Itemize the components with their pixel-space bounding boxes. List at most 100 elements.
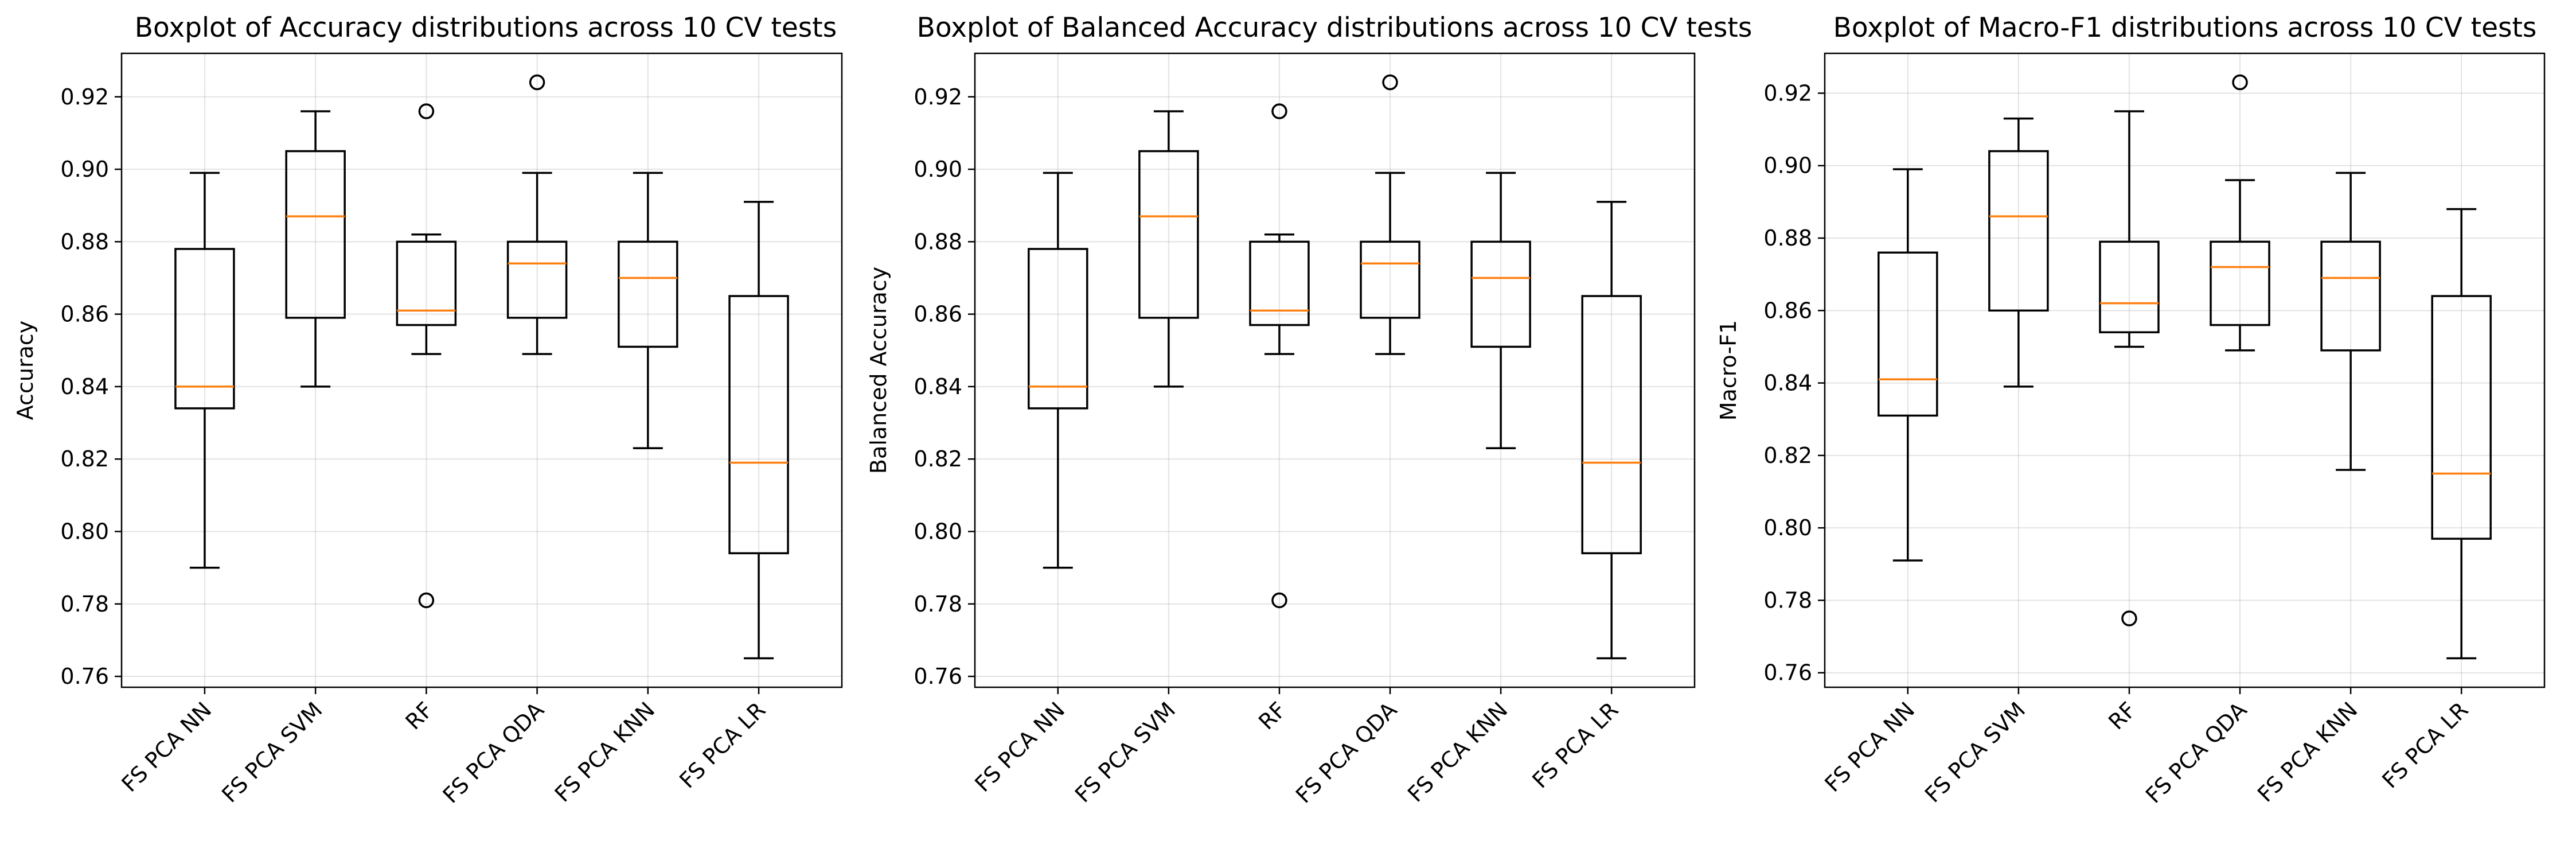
y-tick-label: 0.76: [914, 664, 962, 689]
iqr-box: [728, 295, 789, 555]
outlier-point: [2121, 610, 2137, 626]
box-fs-pca-svm: [1138, 110, 1199, 388]
chart-panel-1: Boxplot of Accuracy distributions across…: [13, 12, 843, 808]
y-tick-label: 0.90: [914, 157, 962, 182]
box-fs-pca-nn: [1878, 168, 1938, 562]
box-rf: [2099, 110, 2160, 626]
box-fs-pca-knn: [618, 172, 678, 450]
iqr-box: [2320, 240, 2381, 352]
y-tick-label: 0.90: [1763, 153, 1812, 178]
outlier-point: [529, 74, 545, 91]
plot-frame: [120, 52, 843, 688]
box-fs-pca-qda: [2210, 74, 2270, 352]
x-tick-label: FS PCA LR: [2377, 697, 2473, 793]
iqr-box: [618, 240, 678, 348]
plot-frame: [974, 52, 1696, 688]
y-tick-label: 0.82: [60, 446, 109, 472]
x-tick-label: RF: [2103, 697, 2141, 734]
y-tick-label: 0.92: [60, 84, 109, 110]
x-tick-label: FS PCA LR: [1527, 697, 1623, 793]
y-tick-label: 0.90: [60, 157, 109, 182]
iqr-box: [506, 240, 568, 319]
box-fs-pca-svm: [1988, 117, 2049, 388]
chart-title: Boxplot of Balanced Accuracy distributio…: [917, 12, 1753, 44]
iqr-box: [1028, 248, 1088, 410]
box-fs-pca-qda: [1360, 74, 1420, 355]
box-fs-pca-lr: [2431, 208, 2492, 660]
x-tick-label: FS PCA KNN: [2253, 697, 2362, 807]
iqr-box: [1360, 240, 1420, 319]
box-fs-pca-knn: [1470, 172, 1531, 450]
outlier-point: [418, 592, 435, 609]
y-tick-label: 0.88: [60, 229, 109, 254]
x-tick-label: RF: [1254, 697, 1291, 734]
x-tick-label: FS PCA QDA: [1291, 697, 1402, 808]
y-tick-label: 0.92: [1763, 80, 1812, 106]
y-tick-label: 0.92: [914, 84, 962, 110]
x-tick-label: FS PCA KNN: [550, 697, 659, 807]
y-tick-label: 0.86: [1763, 298, 1812, 323]
iqr-box: [1470, 240, 1531, 348]
y-tick-label: 0.76: [60, 664, 109, 689]
outlier-point: [2232, 74, 2248, 91]
iqr-box: [174, 248, 235, 410]
y-tick-label: 0.82: [1763, 443, 1812, 468]
iqr-box: [1581, 295, 1642, 555]
y-axis-label: Balanced Accuracy: [866, 267, 891, 474]
y-tick-label: 0.80: [914, 519, 962, 544]
y-tick-label: 0.78: [1763, 587, 1812, 613]
box-fs-pca-lr: [1581, 201, 1642, 660]
y-tick-label: 0.84: [1763, 371, 1812, 396]
box-fs-pca-nn: [1028, 172, 1088, 569]
x-tick-label: FS PCA SVM: [1070, 697, 1180, 807]
x-tick-label: FS PCA KNN: [1403, 697, 1512, 807]
plot-frame: [1824, 52, 2546, 688]
y-tick-label: 0.88: [914, 229, 962, 254]
y-axis-label: Accuracy: [13, 321, 38, 420]
x-tick-label: FS PCA SVM: [1920, 697, 2030, 807]
x-tick-label: RF: [401, 697, 438, 734]
y-tick-label: 0.78: [60, 591, 109, 617]
box-fs-pca-qda: [506, 74, 568, 355]
x-tick-label: FS PCA QDA: [2141, 697, 2251, 808]
box-fs-pca-knn: [2320, 172, 2381, 471]
iqr-box: [2099, 240, 2160, 333]
iqr-box: [2431, 295, 2492, 540]
box-rf: [1249, 103, 1310, 609]
iqr-box: [1988, 150, 2049, 312]
chart-title: Boxplot of Macro-F1 distributions across…: [1833, 12, 2537, 44]
outlier-point: [1382, 74, 1398, 91]
box-fs-pca-lr: [728, 201, 789, 660]
y-tick-label: 0.80: [1763, 515, 1812, 540]
y-tick-label: 0.76: [1763, 660, 1812, 686]
iqr-box: [2210, 240, 2270, 326]
box-rf: [396, 103, 457, 609]
outlier-point: [418, 103, 435, 119]
iqr-box: [1138, 150, 1199, 319]
outlier-point: [1271, 103, 1287, 119]
x-tick-label: FS PCA QDA: [438, 697, 549, 808]
y-tick-label: 0.78: [914, 591, 962, 617]
y-axis-label: Macro-F1: [1716, 320, 1741, 420]
chart-panel-3: Boxplot of Macro-F1 distributions across…: [1716, 12, 2546, 808]
x-tick-label: FS PCA NN: [970, 697, 1070, 797]
y-tick-label: 0.86: [60, 302, 109, 327]
y-tick-label: 0.86: [914, 302, 962, 327]
y-tick-label: 0.84: [914, 374, 962, 399]
y-tick-label: 0.88: [1763, 225, 1812, 251]
iqr-box: [396, 240, 457, 326]
box-fs-pca-svm: [285, 110, 346, 388]
iqr-box: [285, 150, 346, 319]
y-tick-label: 0.80: [60, 519, 109, 544]
chart-panel-2: Boxplot of Balanced Accuracy distributio…: [866, 12, 1752, 808]
box-fs-pca-nn: [174, 172, 235, 569]
y-tick-label: 0.82: [914, 446, 962, 472]
iqr-box: [1878, 251, 1938, 417]
x-tick-label: FS PCA NN: [117, 697, 217, 797]
x-tick-label: FS PCA NN: [1820, 697, 1919, 797]
chart-title: Boxplot of Accuracy distributions across…: [135, 12, 837, 44]
y-tick-label: 0.84: [60, 374, 109, 399]
iqr-box: [1249, 240, 1310, 326]
x-tick-label: FS PCA LR: [674, 697, 770, 793]
